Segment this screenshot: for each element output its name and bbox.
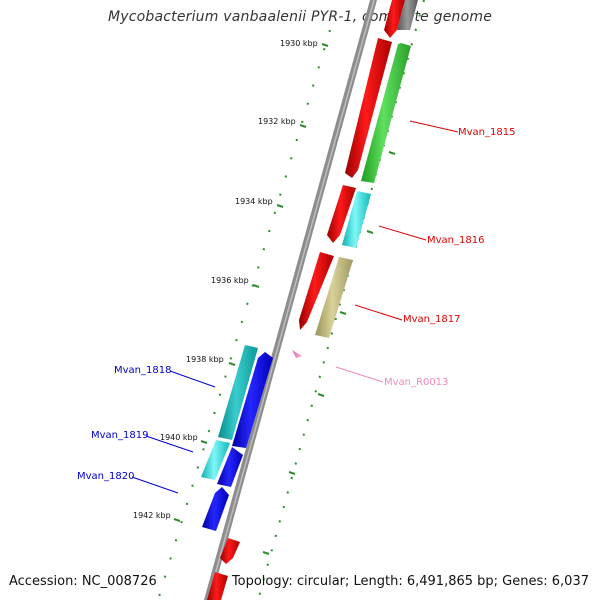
gene-mvan-1819 — [201, 440, 230, 480]
tick-label-1942: 1942 kbp — [133, 511, 171, 520]
label-mvan-1819[interactable]: Mvan_1819 — [91, 430, 148, 441]
gene-mvan-r0013 — [292, 350, 302, 358]
callout-mvan-1817 — [354, 304, 403, 321]
gene-mvan-1818-blue — [232, 352, 273, 448]
tick-group: 1930 kbp 1932 kbp 1934 kbp 1936 kbp 1938… — [133, 39, 329, 522]
callout-mvan-1815 — [409, 120, 459, 133]
outer-tick — [388, 151, 396, 155]
genome-backbone-highlight — [207, 0, 375, 600]
tick-mark-1934 — [276, 204, 284, 208]
tick-mark-1936 — [252, 284, 260, 288]
gene-gray-top — [397, 0, 418, 30]
gene-mvan-1816 — [342, 191, 371, 248]
topology-text: Topology: circular; Length: 6,491,865 bp… — [231, 574, 589, 589]
gene-red-c — [299, 252, 334, 330]
tick-mark-1932 — [299, 124, 307, 128]
tick-label-1930: 1930 kbp — [280, 39, 318, 48]
label-mvan-1817[interactable]: Mvan_1817 — [403, 314, 460, 325]
label-mvan-1818[interactable]: Mvan_1818 — [114, 365, 171, 376]
gene-red-top — [384, 0, 405, 38]
tick-label-1934: 1934 kbp — [235, 197, 273, 206]
callout-lines — [131, 120, 459, 494]
gene-mvan-1820 — [202, 487, 229, 531]
label-mvan-1820[interactable]: Mvan_1820 — [77, 471, 134, 482]
tick-mark-1940 — [200, 440, 208, 444]
gene-red-b — [327, 185, 356, 243]
gene-mvan-1815 — [361, 43, 411, 183]
callout-mvan-r0013 — [335, 366, 384, 383]
gene-mvan-1819-blue — [217, 447, 243, 487]
callout-mvan-1819 — [145, 435, 194, 453]
gene-mvan-1818-teal — [218, 345, 258, 440]
outer-tick — [262, 551, 270, 555]
label-mvan-1815[interactable]: Mvan_1815 — [458, 127, 515, 138]
outer-tick — [317, 393, 325, 397]
outer-tick — [339, 311, 347, 315]
gene-red-d — [220, 538, 240, 564]
label-mvan-r0013[interactable]: Mvan_R0013 — [384, 377, 448, 388]
tick-label-1932: 1932 kbp — [258, 117, 296, 126]
tick-mark-1942 — [173, 518, 181, 522]
gene-red-a — [345, 38, 392, 178]
callout-mvan-1820 — [131, 476, 179, 494]
outer-tick — [288, 471, 296, 475]
gene-mvan-1817 — [315, 257, 353, 338]
tick-mark-1938 — [228, 362, 236, 366]
tick-label-1936: 1936 kbp — [211, 276, 249, 285]
tick-label-1940: 1940 kbp — [160, 433, 198, 442]
tick-mark-1930 — [321, 43, 329, 47]
outer-tick-group — [262, 151, 396, 555]
callout-mvan-1816 — [378, 225, 427, 241]
outer-tick — [366, 230, 374, 234]
accession-text: Accession: NC_008726 — [9, 574, 157, 589]
gene-red-e — [207, 572, 228, 600]
label-mvan-1816[interactable]: Mvan_1816 — [427, 235, 484, 246]
tick-label-1938: 1938 kbp — [186, 355, 224, 364]
callout-mvan-1818 — [169, 370, 216, 388]
